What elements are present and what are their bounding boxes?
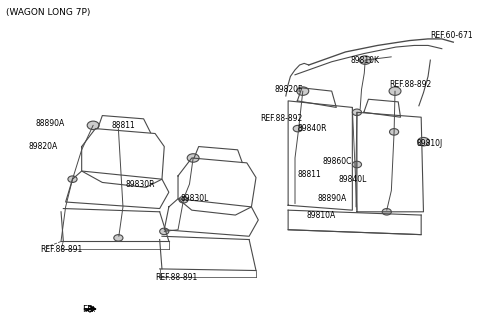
Circle shape [87,121,99,130]
Text: REF.88-892: REF.88-892 [261,114,303,123]
Text: REF.88-891: REF.88-891 [40,245,83,254]
Circle shape [389,87,401,95]
Text: 89820F: 89820F [275,85,303,94]
Circle shape [187,154,199,162]
Text: 88811: 88811 [111,121,135,130]
Circle shape [382,209,391,215]
Circle shape [389,129,399,135]
Text: 88811: 88811 [297,170,321,179]
Text: 89840R: 89840R [297,124,327,133]
Circle shape [179,196,188,203]
Text: 89830R: 89830R [125,180,155,189]
Text: 89860C: 89860C [323,157,352,166]
Text: 89840L: 89840L [338,175,367,184]
Text: 89820A: 89820A [29,142,58,151]
Text: 88890A: 88890A [318,194,347,203]
Text: 89830L: 89830L [180,194,209,203]
Circle shape [352,161,361,168]
Circle shape [114,235,123,241]
Text: 89810J: 89810J [417,139,443,148]
Circle shape [68,176,77,183]
Circle shape [293,125,302,132]
Circle shape [160,228,169,235]
Text: 89810A: 89810A [306,211,336,219]
Circle shape [297,87,309,95]
Text: FR.: FR. [82,305,96,314]
Text: REF.88-892: REF.88-892 [389,80,432,89]
Text: 89810K: 89810K [350,56,379,64]
Text: REF.60-671: REF.60-671 [431,31,473,40]
Circle shape [418,138,430,146]
Text: REF.88-891: REF.88-891 [155,272,197,282]
Text: 88890A: 88890A [36,119,65,128]
Text: (WAGON LONG 7P): (WAGON LONG 7P) [6,8,90,17]
Circle shape [359,56,371,64]
Circle shape [352,109,361,115]
